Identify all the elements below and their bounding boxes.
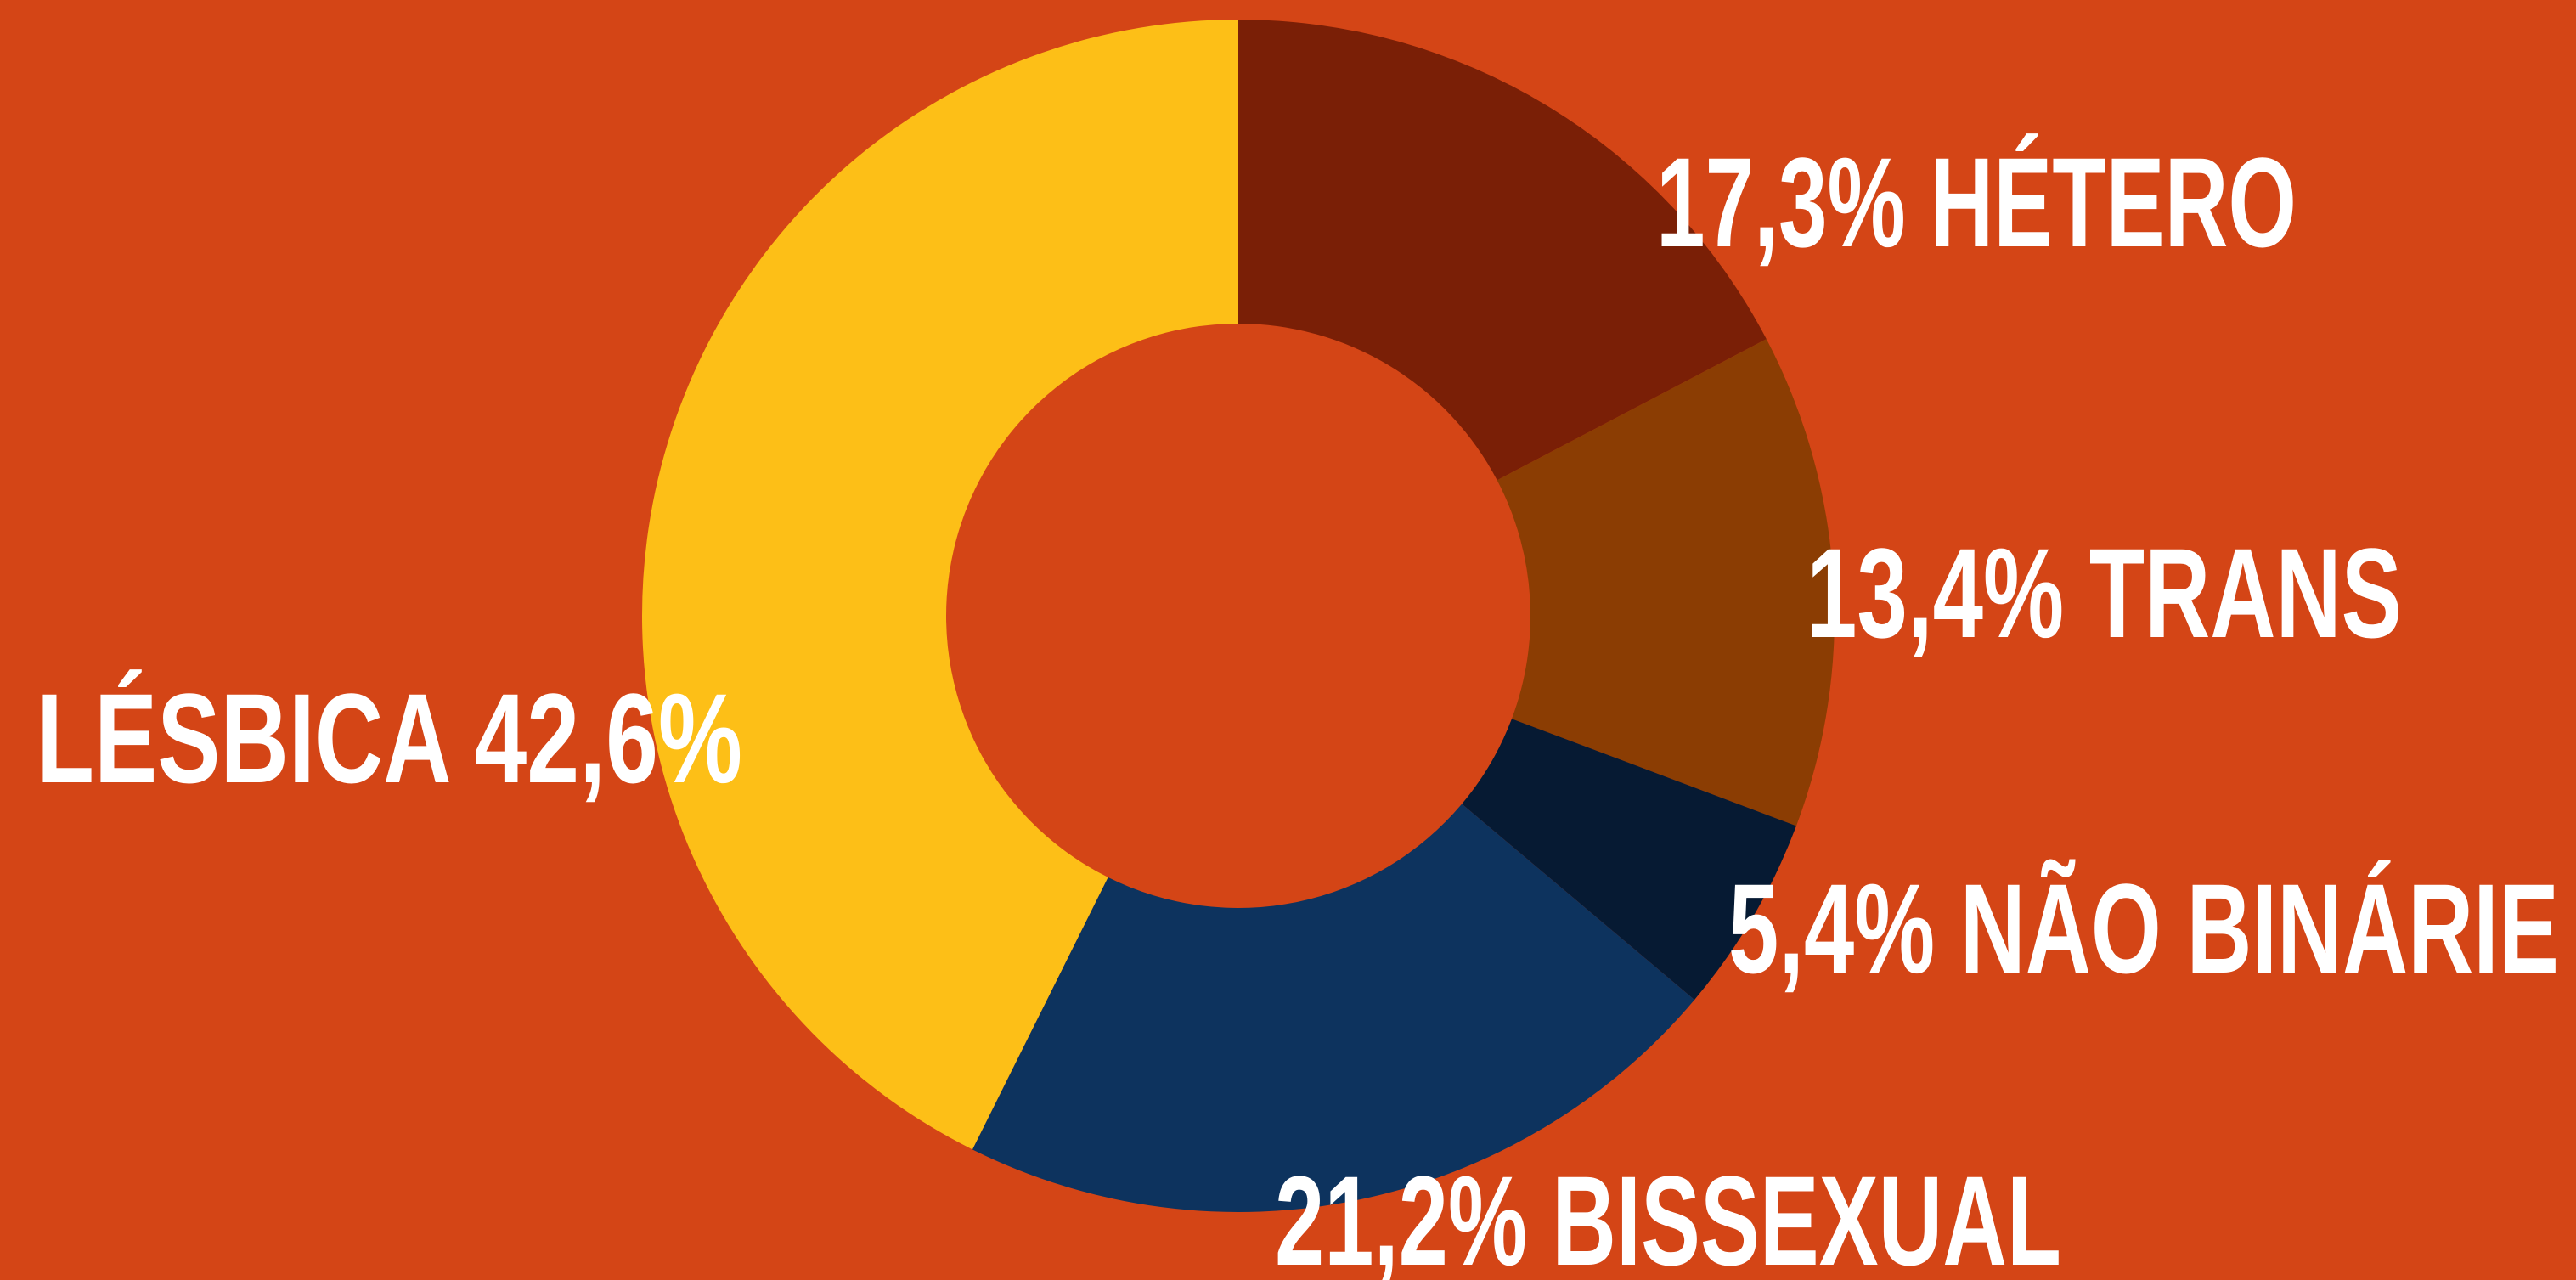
slice-label: 21,2% BISSEXUAL [1275, 1149, 2061, 1280]
slice-label: 17,3% HÉTERO [1656, 131, 2297, 273]
value-label: 42,6% [474, 667, 742, 809]
donut-slice [1462, 719, 1796, 1001]
donut-slice [1497, 339, 1835, 826]
donut [642, 20, 1835, 1212]
category-label: LÉSBICA [37, 667, 449, 809]
donut-slice [972, 804, 1695, 1212]
slice-label: 5,4% NÃO BINÁRIE [1728, 857, 2559, 1000]
donut-slice [1238, 20, 1767, 481]
value-label: 5,4% [1728, 857, 1935, 1000]
value-label: 13,4% [1807, 522, 2064, 664]
category-label: TRANS [2089, 522, 2402, 664]
category-label: NÃO BINÁRIE [1960, 857, 2559, 1000]
value-label: 17,3% [1656, 131, 1906, 273]
slice-label: 13,4% TRANS [1807, 522, 2402, 664]
value-label: 21,2% [1275, 1149, 1527, 1280]
donut-slice [642, 20, 1238, 1150]
category-label: HÉTERO [1930, 131, 2297, 273]
category-label: BISSEXUAL [1552, 1149, 2061, 1280]
slice-label: LÉSBICA 42,6% [37, 667, 742, 809]
